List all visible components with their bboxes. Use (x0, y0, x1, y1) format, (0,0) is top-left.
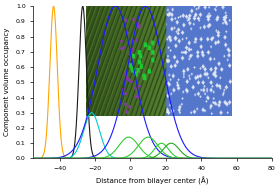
X-axis label: Distance from bilayer center (Å): Distance from bilayer center (Å) (96, 177, 209, 185)
Y-axis label: Component volume occupancy: Component volume occupancy (4, 28, 10, 136)
